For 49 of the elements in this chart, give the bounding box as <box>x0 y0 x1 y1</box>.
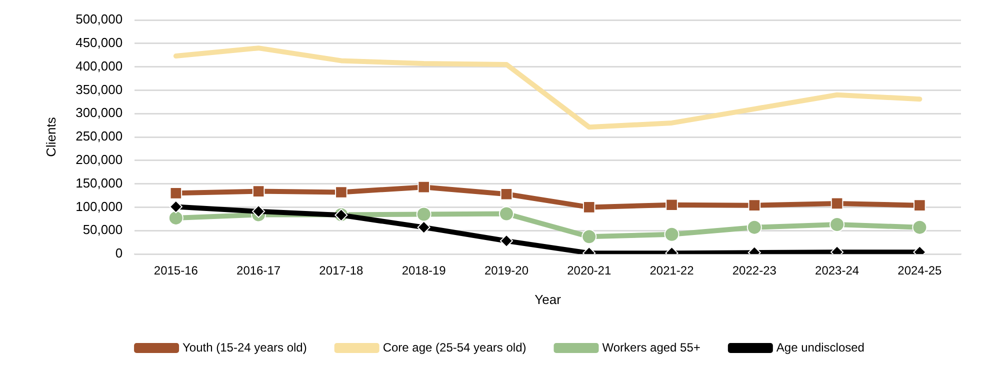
point <box>170 187 182 200</box>
legend-label: Age undisclosed <box>776 340 864 354</box>
y-tick-label: 400,000 <box>76 58 123 74</box>
x-tick-label: 2017-18 <box>319 264 364 278</box>
x-tick-label: 2020-21 <box>567 264 612 278</box>
x-tick-label: 2018-19 <box>402 264 446 278</box>
y-axis-title: Clients <box>43 116 58 157</box>
point <box>914 199 926 212</box>
point <box>830 217 845 232</box>
y-tick-label: 50,000 <box>82 222 123 238</box>
y-tick-label: 100,000 <box>76 198 123 214</box>
point <box>168 210 184 226</box>
legend-label: Core age (25-54 years old) <box>382 340 526 354</box>
point <box>252 204 266 218</box>
y-tick-label: 500,000 <box>76 12 123 27</box>
legend-label: Youth (15-24 years old) <box>182 340 307 354</box>
y-tick-label: 250,000 <box>76 128 123 144</box>
point <box>748 199 761 212</box>
point <box>252 185 265 198</box>
legend-label: Workers aged 55+ <box>602 340 700 354</box>
y-tick-label: 450,000 <box>76 34 123 50</box>
point <box>746 220 762 235</box>
point <box>582 201 596 214</box>
x-axis-title: Year <box>534 292 562 307</box>
y-tick-label: 350,000 <box>76 82 123 97</box>
x-tick-label: 2021-22 <box>650 264 694 278</box>
x-tick-label: 2022-23 <box>732 264 777 278</box>
y-tick-label: 0 <box>115 246 123 261</box>
x-tick-label: 2015-16 <box>154 264 198 278</box>
point <box>500 188 513 200</box>
point <box>830 197 844 210</box>
point <box>664 226 680 242</box>
point <box>500 234 513 248</box>
point <box>582 229 597 244</box>
y-tick-label: 300,000 <box>76 105 123 120</box>
point <box>418 180 430 194</box>
y-tick-label: 200,000 <box>76 152 123 167</box>
point <box>169 200 182 214</box>
point <box>498 206 514 222</box>
point <box>335 186 348 198</box>
x-tick-label: 2019-20 <box>484 264 529 278</box>
point <box>666 198 678 212</box>
x-tick-label: 2016-17 <box>236 264 281 278</box>
y-tick-label: 150,000 <box>76 175 123 190</box>
point <box>912 220 928 235</box>
x-tick-label: 2024-25 <box>898 264 942 278</box>
point <box>416 206 432 222</box>
point <box>417 220 430 234</box>
x-tick-label: 2023-24 <box>815 264 860 278</box>
